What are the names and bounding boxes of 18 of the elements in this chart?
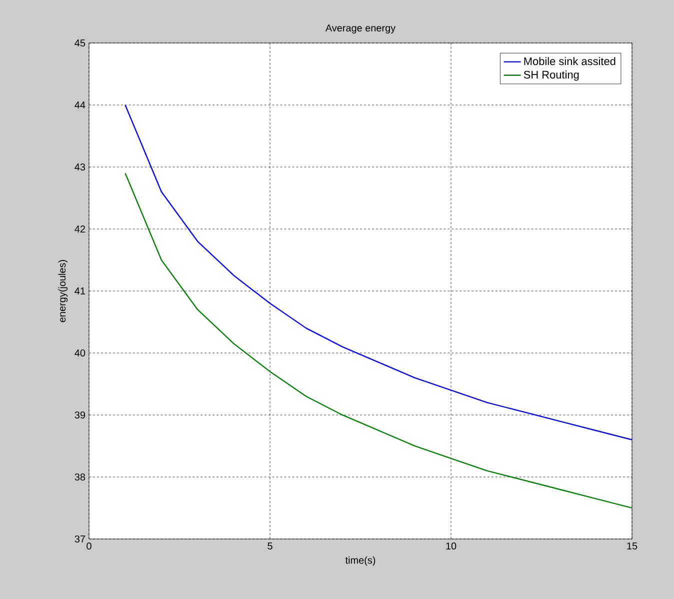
x-axis-title: time(s) — [345, 556, 376, 566]
y-tick-label: 40 — [74, 349, 86, 357]
y-tick-label: 45 — [74, 40, 86, 46]
y-tick-label: 41 — [74, 288, 86, 294]
y-tick-label: 42 — [74, 226, 85, 232]
x-tick-label: 10 — [446, 542, 456, 550]
y-tick-label: 43 — [74, 163, 86, 171]
y-tick-label: 39 — [74, 411, 86, 419]
y-tick-label: 44 — [74, 102, 86, 108]
chart-title: Average energy — [325, 24, 396, 34]
y-axis-title: energy(joules) — [58, 260, 68, 322]
legend-label: SH Routing — [524, 70, 579, 81]
legend-label: Mobile sink assited — [524, 57, 616, 66]
y-tick-label: 37 — [74, 535, 85, 543]
x-tick-label: 0 — [86, 542, 92, 550]
x-tick-label: 15 — [627, 542, 638, 550]
y-tick-label: 38 — [74, 473, 86, 481]
x-tick-label: 5 — [268, 542, 272, 550]
